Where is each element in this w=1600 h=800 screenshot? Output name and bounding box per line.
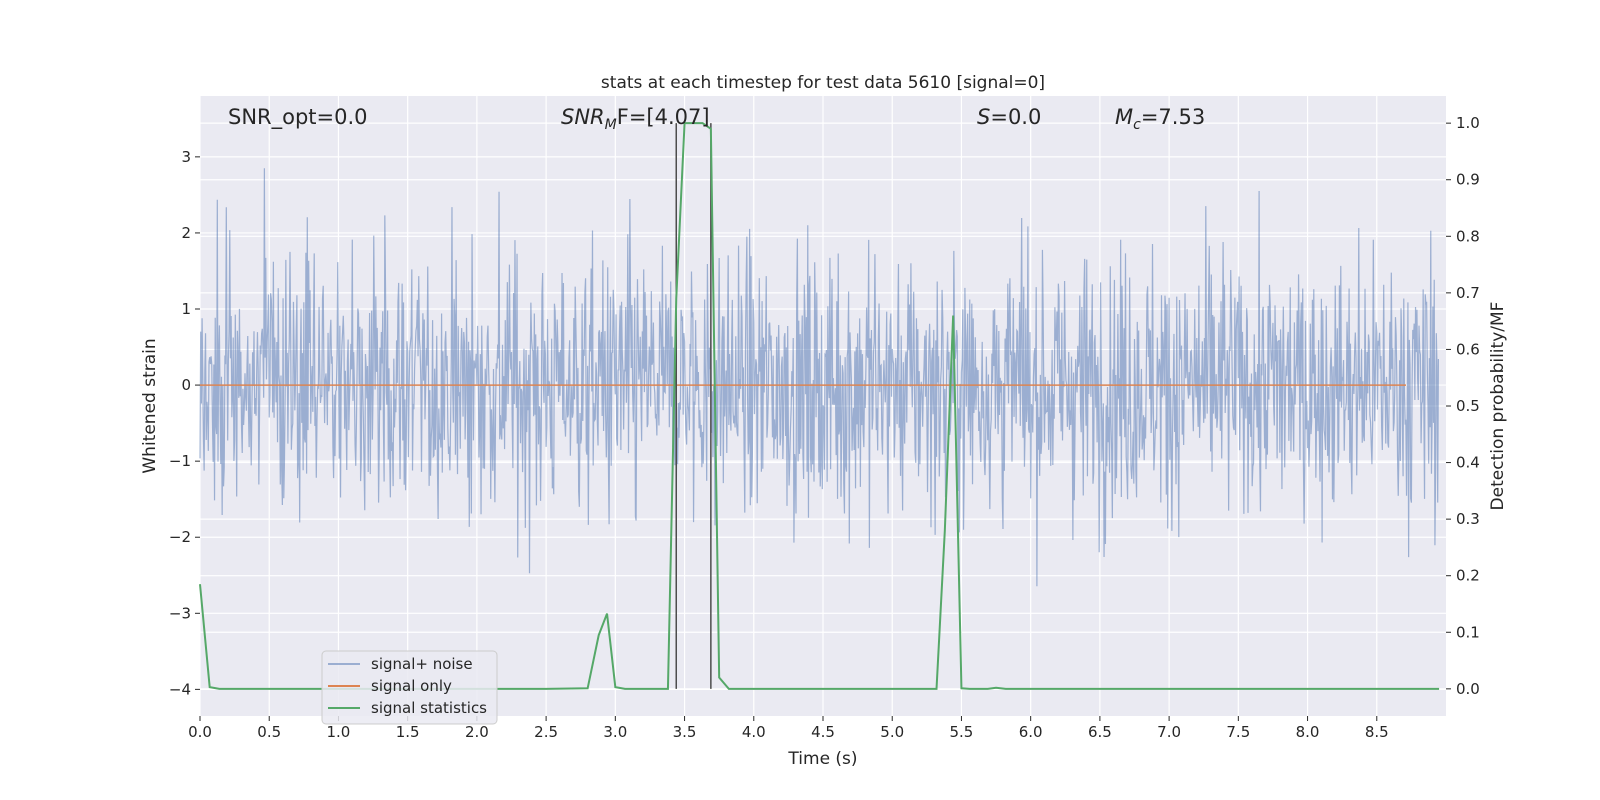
y-axis-ticks: −4 −3 −2 −1 0 1 2 3	[169, 148, 200, 698]
legend-label-signal-noise: signal+ noise	[371, 655, 473, 673]
x-tick-label: 3.0	[603, 723, 627, 741]
x-tick-label: 1.5	[396, 723, 420, 741]
x-tick-label: 7.0	[1157, 723, 1181, 741]
right-y-tick-label: 0.9	[1456, 171, 1480, 189]
x-tick-label: 7.5	[1226, 723, 1250, 741]
series-signal-noise	[199, 168, 1439, 587]
right-y-tick-label: 0.2	[1456, 567, 1480, 585]
x-tick-label: 4.5	[811, 723, 835, 741]
x-tick-label: 0.5	[257, 723, 281, 741]
x-axis-ticks: 0.0 0.5 1.0 1.5 2.0 2.5 3.0 3.5 4.0 4.5 5.0 5.5 6.0 6…	[188, 716, 1389, 741]
signal-noise-line	[199, 168, 1439, 587]
right-y-tick-label: 0.7	[1456, 284, 1480, 302]
annotation-snr-mf: SNRMF=[4.07]	[561, 105, 710, 133]
right-y-tick-label: 1.0	[1456, 114, 1480, 132]
annotations: SNR_opt=0.0 SNRMF=[4.07] S=0.0 Mc=7.53	[228, 105, 1205, 133]
right-y-axis-ticks: 0.0 0.1 0.2 0.3 0.4 0.5 0.6 0.7 0.8 0.9 1.0	[1446, 114, 1480, 698]
y-tick-label: 2	[181, 224, 191, 242]
right-y-axis-label: Detection probability/MF	[1488, 302, 1508, 511]
vertical-markers	[675, 123, 712, 689]
annotation-mc: Mc=7.53	[1115, 105, 1205, 133]
right-y-tick-label: 0.5	[1456, 397, 1480, 415]
x-tick-label: 2.5	[534, 723, 558, 741]
annotation-snr-opt: SNR_opt=0.0	[228, 105, 368, 130]
x-tick-label: 8.5	[1365, 723, 1389, 741]
x-tick-label: 5.0	[880, 723, 904, 741]
y-tick-label: −1	[169, 452, 191, 470]
x-tick-label: 6.5	[1088, 723, 1112, 741]
x-tick-label: 6.0	[1019, 723, 1043, 741]
right-y-tick-label: 0.8	[1456, 227, 1480, 245]
legend: signal+ noise signal only signal statist…	[321, 650, 498, 725]
y-tick-label: 1	[181, 300, 191, 318]
right-y-tick-label: 0.3	[1456, 510, 1480, 528]
right-y-tick-label: 0.6	[1456, 340, 1480, 358]
x-tick-label: 8.0	[1296, 723, 1320, 741]
right-y-tick-label: 0.4	[1456, 454, 1480, 472]
right-y-tick-label: 0.1	[1456, 623, 1480, 641]
legend-label-signal-only: signal only	[371, 677, 452, 695]
x-tick-label: 4.0	[742, 723, 766, 741]
right-y-tick-label: 0.0	[1456, 680, 1480, 698]
y-tick-label: −3	[169, 604, 191, 622]
y-tick-label: −2	[169, 528, 191, 546]
x-tick-label: 5.5	[950, 723, 974, 741]
annotation-s: S=0.0	[977, 105, 1041, 129]
x-tick-label: 1.0	[327, 723, 351, 741]
x-tick-label: 3.5	[673, 723, 697, 741]
y-tick-label: −4	[169, 680, 191, 698]
y-tick-label: 3	[181, 148, 191, 166]
legend-box	[321, 650, 498, 725]
chart-title: stats at each timestep for test data 561…	[601, 73, 1045, 93]
y-axis-label: Whitened strain	[140, 338, 160, 473]
x-tick-label: 2.0	[465, 723, 489, 741]
x-tick-label: 0.0	[188, 723, 212, 741]
legend-label-signal-statistics: signal statistics	[371, 699, 487, 717]
x-axis-label: Time (s)	[787, 749, 857, 769]
y-tick-label: 0	[181, 376, 191, 394]
